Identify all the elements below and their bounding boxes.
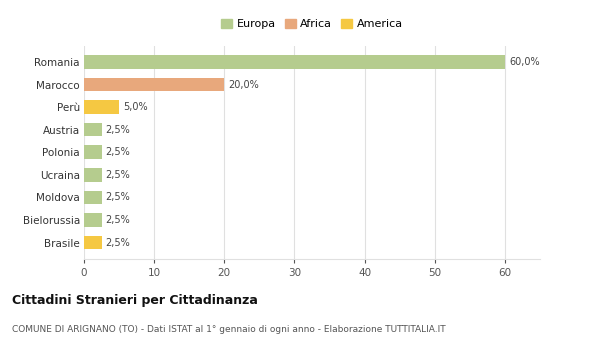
Text: 5,0%: 5,0% xyxy=(123,102,148,112)
Text: 60,0%: 60,0% xyxy=(509,57,540,67)
Text: COMUNE DI ARIGNANO (TO) - Dati ISTAT al 1° gennaio di ogni anno - Elaborazione T: COMUNE DI ARIGNANO (TO) - Dati ISTAT al … xyxy=(12,326,446,335)
Text: 2,5%: 2,5% xyxy=(106,125,130,135)
Text: 2,5%: 2,5% xyxy=(106,147,130,157)
Text: 2,5%: 2,5% xyxy=(106,193,130,202)
Bar xyxy=(84,191,101,204)
Bar xyxy=(84,213,101,227)
Bar xyxy=(84,236,101,249)
Bar xyxy=(84,146,101,159)
Text: 20,0%: 20,0% xyxy=(229,79,259,90)
Bar xyxy=(84,78,224,91)
Bar xyxy=(84,123,101,136)
Bar xyxy=(84,55,505,69)
Text: Cittadini Stranieri per Cittadinanza: Cittadini Stranieri per Cittadinanza xyxy=(12,294,258,307)
Text: 2,5%: 2,5% xyxy=(106,170,130,180)
Legend: Europa, Africa, America: Europa, Africa, America xyxy=(219,17,405,32)
Text: 2,5%: 2,5% xyxy=(106,215,130,225)
Bar xyxy=(84,168,101,182)
Bar xyxy=(84,100,119,114)
Text: 2,5%: 2,5% xyxy=(106,238,130,247)
